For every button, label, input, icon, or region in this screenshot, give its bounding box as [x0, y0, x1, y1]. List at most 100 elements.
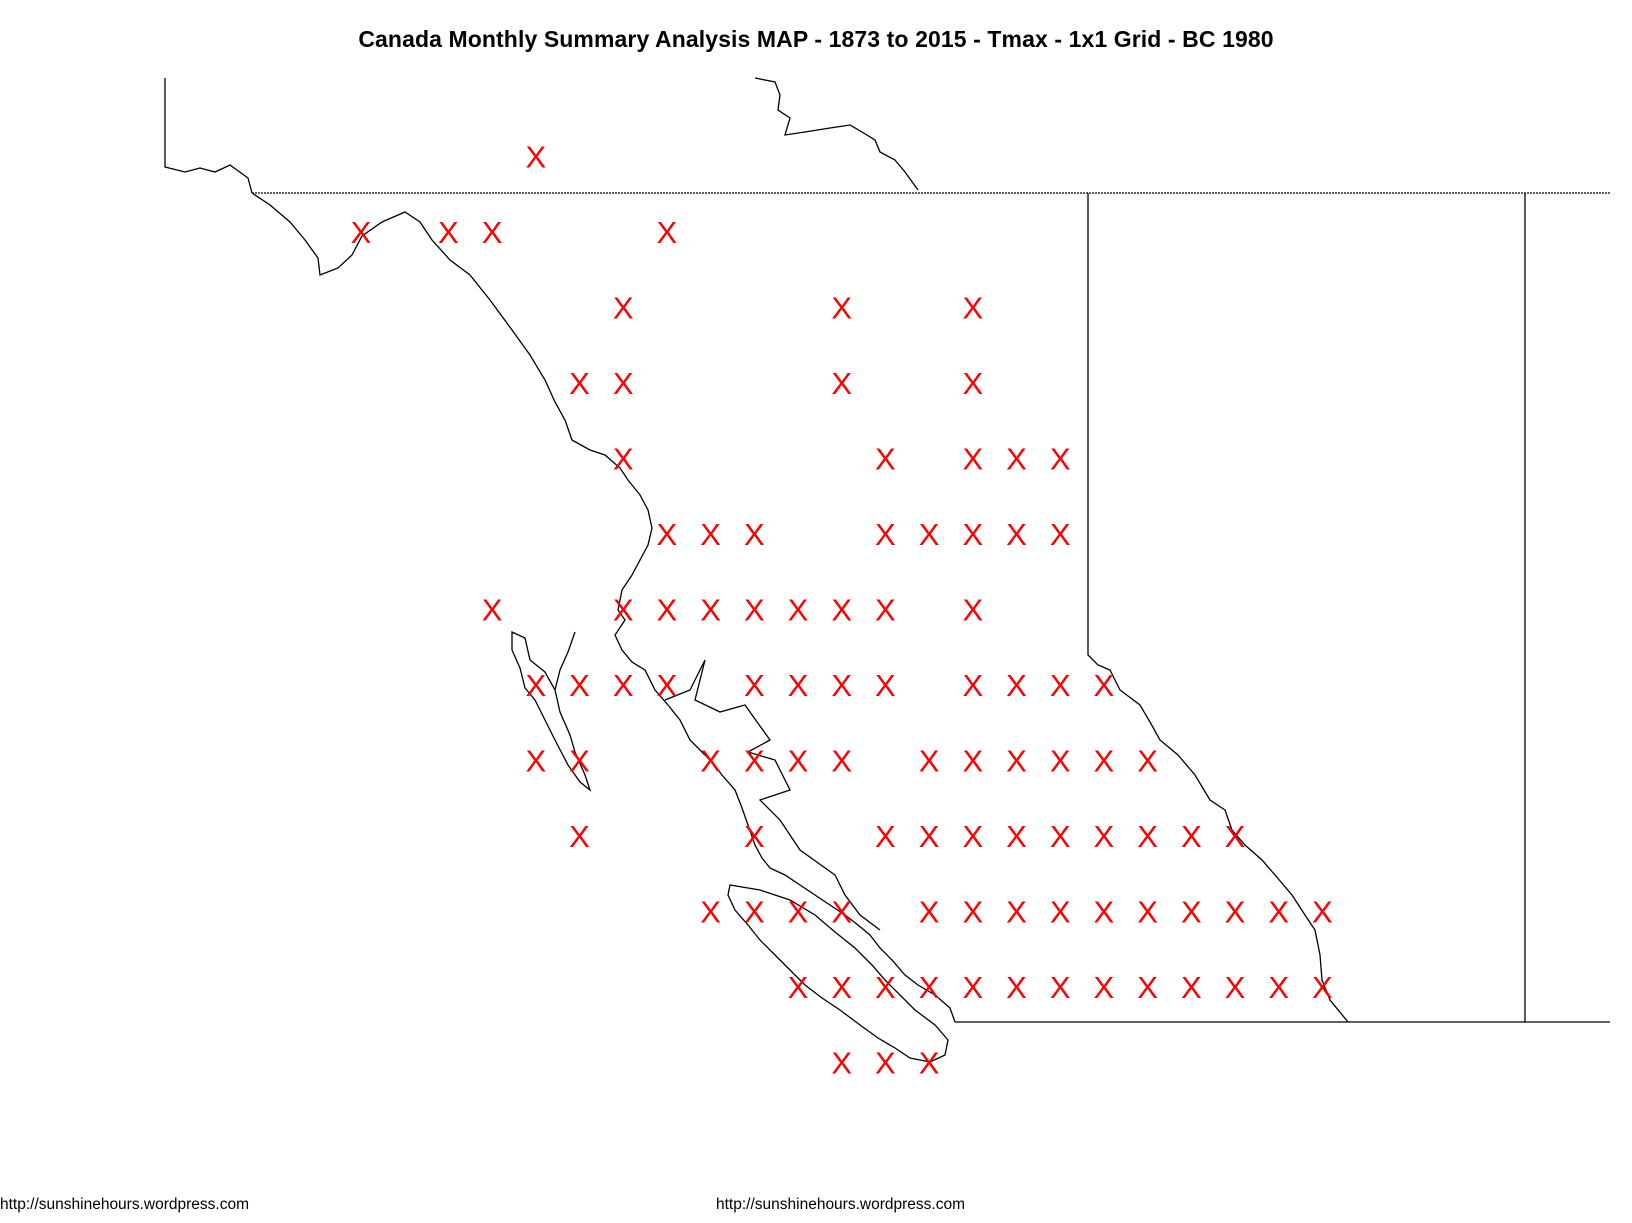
grid-marker: X: [919, 970, 940, 1005]
grid-marker: X: [1050, 668, 1071, 703]
haida-gwaii-coast: [511, 630, 592, 792]
grid-marker: X: [962, 819, 983, 854]
grid-marker: X: [1050, 517, 1071, 552]
mainland-inlets: [664, 659, 881, 931]
grid-marker: X: [613, 442, 634, 477]
grid-marker: X: [962, 668, 983, 703]
grid-marker: X: [1225, 819, 1246, 854]
alaska-panhandle-border: [251, 192, 653, 529]
grid-marker: X: [919, 895, 940, 930]
grid-marker: X: [919, 819, 940, 854]
grid-marker: X: [744, 744, 765, 779]
grid-marker: X: [788, 593, 809, 628]
grid-marker: X: [788, 970, 809, 1005]
grid-marker: X: [525, 668, 546, 703]
grid-marker: X: [1225, 970, 1246, 1005]
grid-marker: X: [919, 744, 940, 779]
grid-marker: X: [569, 819, 590, 854]
grid-marker: X: [700, 744, 721, 779]
grid-marker: X: [744, 517, 765, 552]
grid-marker: X: [351, 215, 372, 250]
grid-marker: X: [700, 517, 721, 552]
grid-marker: X: [831, 593, 852, 628]
grid-marker: X: [875, 668, 896, 703]
border-lines: [164, 77, 1610, 1023]
grid-marker: X: [744, 593, 765, 628]
grid-marker: X: [525, 140, 546, 175]
grid-marker: X: [1006, 895, 1027, 930]
grid-marker: X: [569, 366, 590, 401]
grid-marker: X: [569, 668, 590, 703]
alaska-yukon-border: [164, 78, 253, 194]
grid-marker: X: [657, 668, 678, 703]
grid-marker: X: [1094, 744, 1115, 779]
grid-marker: X: [1268, 970, 1289, 1005]
grid-marker: X: [1268, 895, 1289, 930]
grid-marker: X: [1050, 744, 1071, 779]
grid-marker: X: [962, 366, 983, 401]
grid-marker: X: [482, 215, 503, 250]
footer-url-center: http://sunshinehours.wordpress.com: [716, 1196, 965, 1213]
grid-marker: X: [919, 517, 940, 552]
grid-marker: X: [875, 593, 896, 628]
grid-marker: X: [875, 442, 896, 477]
footer-url-left: http://sunshinehours.wordpress.com: [0, 1196, 249, 1213]
grid-marker: X: [1137, 819, 1158, 854]
grid-marker: X: [962, 970, 983, 1005]
grid-marker: X: [657, 593, 678, 628]
grid-marker: X: [1050, 895, 1071, 930]
grid-marker: X: [1181, 819, 1202, 854]
grid-marker: X: [744, 819, 765, 854]
grid-marker: X: [875, 819, 896, 854]
grid-marker: X: [613, 291, 634, 326]
grid-marker: X: [569, 744, 590, 779]
grid-marker: X: [1006, 819, 1027, 854]
grid-marker: X: [831, 895, 852, 930]
grid-marker: X: [438, 215, 459, 250]
grid-marker: X: [744, 895, 765, 930]
grid-marker: X: [1094, 668, 1115, 703]
grid-marker: X: [1006, 970, 1027, 1005]
grid-marker: X: [700, 895, 721, 930]
grid-marker: X: [657, 517, 678, 552]
grid-marker: X: [1137, 895, 1158, 930]
grid-marker: X: [831, 366, 852, 401]
grid-marker: X: [788, 668, 809, 703]
grid-marker: X: [962, 517, 983, 552]
grid-marker: X: [831, 1046, 852, 1081]
grid-marker: X: [1181, 895, 1202, 930]
grid-marker: X: [1312, 970, 1333, 1005]
grid-marker: X: [525, 744, 546, 779]
grid-marker: X: [1006, 517, 1027, 552]
grid-marker: X: [1094, 970, 1115, 1005]
coastline: [511, 527, 956, 1063]
grid-marker: X: [613, 593, 634, 628]
grid-marker: X: [831, 744, 852, 779]
grid-marker: X: [831, 291, 852, 326]
grid-marker: X: [875, 517, 896, 552]
mainland-coast: [614, 527, 956, 1023]
grid-marker: X: [482, 593, 503, 628]
grid-marker: X: [1312, 895, 1333, 930]
grid-marker: X: [1137, 970, 1158, 1005]
grid-marker: X: [1094, 819, 1115, 854]
map-title: Canada Monthly Summary Analysis MAP - 18…: [358, 26, 1274, 52]
grid-marker: X: [919, 1046, 940, 1081]
haida-gwaii-north-spit: [554, 631, 576, 691]
grid-marker: X: [962, 593, 983, 628]
grid-marker: X: [1094, 895, 1115, 930]
grid-marker: X: [831, 668, 852, 703]
grid-marker: X: [962, 442, 983, 477]
grid-marker: X: [1050, 442, 1071, 477]
grid-marker: X: [1050, 970, 1071, 1005]
grid-marker: X: [962, 895, 983, 930]
grid-marker: X: [788, 744, 809, 779]
grid-marker: X: [1006, 442, 1027, 477]
grid-marker: X: [875, 970, 896, 1005]
grid-marker: X: [875, 1046, 896, 1081]
yukon-nwt-border: [754, 77, 919, 191]
grid-marker: X: [1006, 668, 1027, 703]
grid-marker: X: [1006, 744, 1027, 779]
grid-marker: X: [962, 291, 983, 326]
